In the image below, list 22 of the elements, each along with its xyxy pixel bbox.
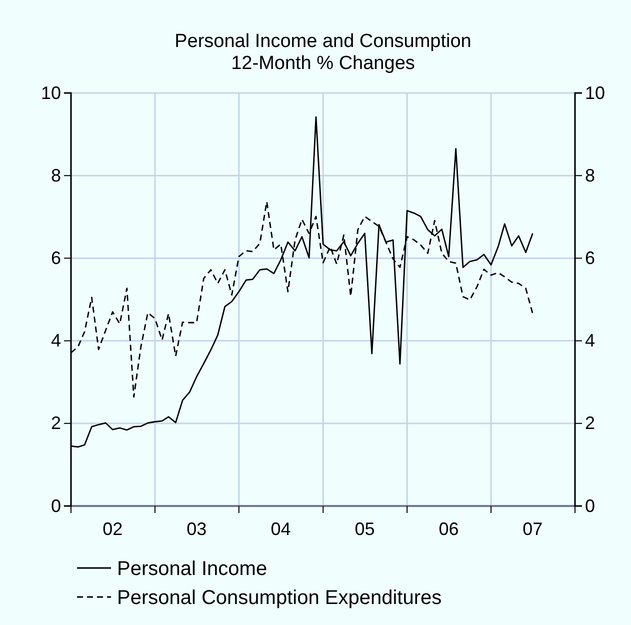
y2-tick-label: 0 [585,496,596,516]
y2-tick-label: 8 [585,165,596,186]
y-tick-label: 4 [50,330,61,351]
y2-tick-label: 10 [585,82,606,103]
x-tick-label: 06 [438,518,459,539]
x-tick-label: 04 [270,518,291,539]
chart-subtitle: 12-Month % Changes [231,53,415,74]
chart-title: Personal Income and Consumption [174,31,472,52]
x-tick-label: 02 [102,518,123,539]
y-tick-label: 0 [50,496,61,516]
legend-label: Personal Income [117,558,268,580]
legend-label: Personal Consumption Expenditures [117,587,442,609]
y-tick-label: 8 [50,165,61,186]
x-tick-label: 05 [354,518,375,539]
x-tick-label: 07 [522,518,543,539]
y-tick-label: 2 [50,413,61,434]
y-tick-label: 10 [40,82,61,103]
y2-tick-label: 6 [585,248,596,268]
y2-tick-label: 2 [585,413,596,434]
y-tick-label: 6 [50,248,61,268]
y2-tick-label: 4 [585,330,596,351]
x-tick-label: 03 [186,518,207,539]
